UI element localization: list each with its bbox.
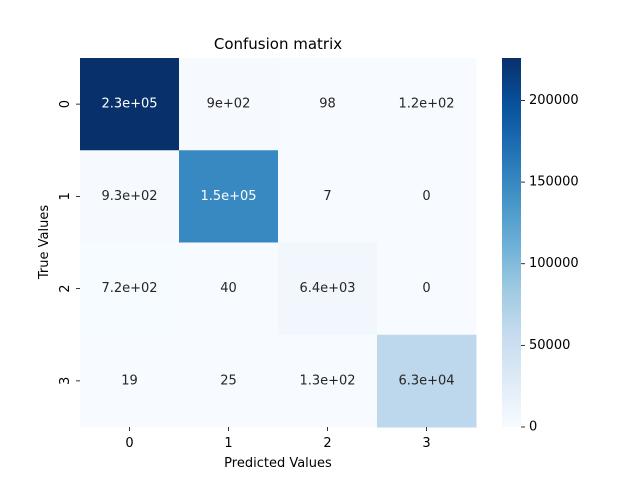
- heatmap-annotations: 2.3e+05 9e+02 98 1.2e+02 9.3e+02 1.5e+05 7 0 7.2…: [101, 97, 454, 389]
- chart-title: Confusion matrix: [214, 35, 342, 53]
- heatmap-cell-1-2: [278, 150, 378, 243]
- cell-annotation-1-1: 1.5e+05: [200, 189, 256, 204]
- x-tick-label-2: 2: [323, 436, 331, 451]
- colorbar-tick-label-2: 100000: [529, 256, 579, 271]
- x-axis-ticks: 0 1 2 3: [125, 427, 431, 451]
- heatmap-cells: [80, 58, 477, 428]
- y-tick-label-3: 3: [58, 377, 73, 385]
- heatmap-cell-0-2: [278, 58, 378, 151]
- x-axis-label: Predicted Values: [224, 456, 332, 471]
- colorbar-tick-label-3: 150000: [529, 175, 579, 190]
- colorbar-tick-label-4: 200000: [529, 93, 579, 108]
- x-tick-label-3: 3: [422, 436, 430, 451]
- x-tick-label-0: 0: [125, 436, 133, 451]
- cell-annotation-2-2: 6.4e+03: [299, 281, 355, 296]
- cell-annotation-3-3: 6.3e+04: [398, 373, 454, 388]
- heatmap-cell-1-0: [80, 150, 180, 243]
- colorbar-ticks: 0 50000 100000 150000 200000: [521, 93, 579, 435]
- heatmap-cell-2-3: [377, 242, 477, 336]
- cell-annotation-1-0: 9.3e+02: [101, 189, 157, 204]
- heatmap-cell-0-0: [80, 58, 180, 151]
- heatmap-cell-1-1: [179, 150, 279, 243]
- y-tick-label-2: 2: [58, 284, 73, 292]
- heatmap-cell-3-3: [377, 334, 477, 428]
- cell-annotation-3-0: 19: [121, 373, 138, 388]
- cell-annotation-0-3: 1.2e+02: [398, 97, 454, 112]
- colorbar-tick-label-0: 0: [529, 420, 537, 435]
- heatmap-cell-0-1: [179, 58, 279, 151]
- heatmap-cell-0-3: [377, 58, 477, 151]
- heatmap-cell-2-0: [80, 242, 180, 336]
- heatmap-cell-1-3: [377, 150, 477, 243]
- y-tick-label-0: 0: [58, 100, 73, 108]
- cell-annotation-0-1: 9e+02: [207, 97, 251, 112]
- cell-annotation-2-3: 0: [422, 281, 430, 296]
- cell-annotation-2-1: 40: [220, 281, 237, 296]
- colorbar: [502, 58, 521, 427]
- cell-annotation-2-0: 7.2e+02: [101, 281, 157, 296]
- y-axis-ticks: 0 1 2 3: [58, 100, 80, 385]
- cell-annotation-0-2: 98: [319, 97, 336, 112]
- cell-annotation-3-1: 25: [220, 373, 237, 388]
- cell-annotation-3-2: 1.3e+02: [299, 373, 355, 388]
- heatmap-cell-3-0: [80, 334, 180, 428]
- colorbar-tick-label-1: 50000: [529, 338, 570, 353]
- y-axis-label: True Values: [37, 205, 52, 280]
- x-tick-label-1: 1: [224, 436, 232, 451]
- cell-annotation-1-2: 7: [323, 189, 331, 204]
- heatmap-cell-3-2: [278, 334, 378, 428]
- heatmap-cell-2-1: [179, 242, 279, 336]
- cell-annotation-1-3: 0: [422, 189, 430, 204]
- cell-annotation-0-0: 2.3e+05: [101, 97, 157, 112]
- heatmap-cell-3-1: [179, 334, 279, 428]
- y-tick-label-1: 1: [58, 192, 73, 200]
- heatmap-cell-2-2: [278, 242, 378, 336]
